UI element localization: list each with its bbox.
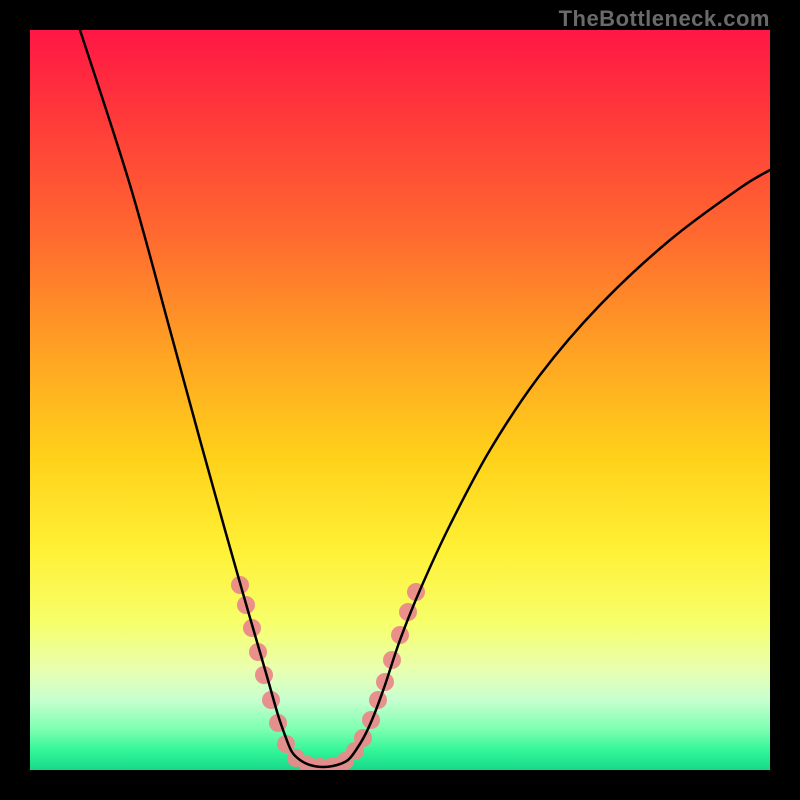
plot-area xyxy=(30,30,770,770)
chart-svg xyxy=(30,30,770,770)
watermark-text: TheBottleneck.com xyxy=(559,6,770,32)
chart-frame: TheBottleneck.com xyxy=(0,0,800,800)
